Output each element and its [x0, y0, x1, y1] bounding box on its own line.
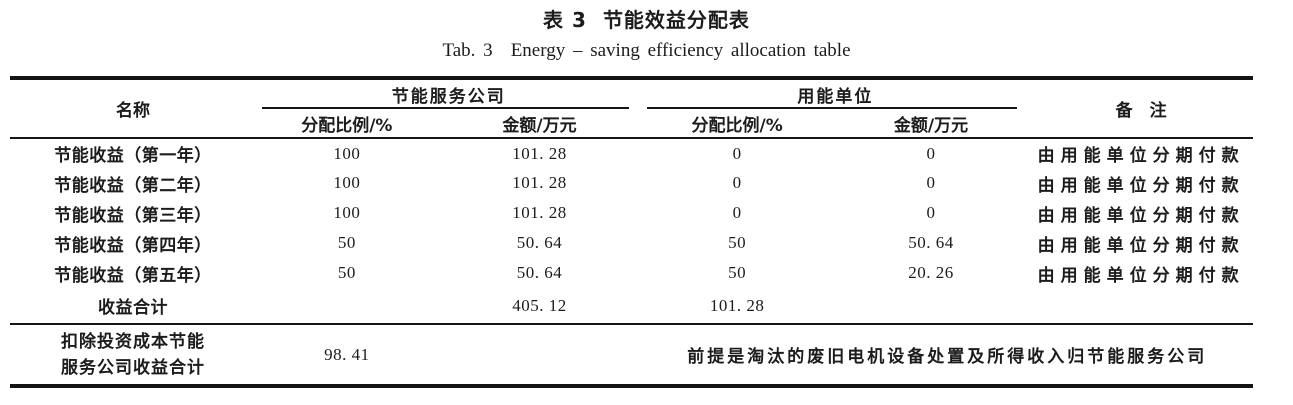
total-esco-amount-cell: 405. 12 — [512, 295, 567, 315]
table-caption-cn: 表 3 节能效益分配表 — [0, 8, 1293, 32]
user-amount-cell: 0 — [926, 143, 936, 163]
user-amount-cell: 20. 26 — [908, 263, 954, 282]
final-name-cell: 扣除投资成本节能 服务公司收益合计 — [10, 323, 257, 386]
table-title-en: Energy – saving efficiency allocation ta… — [510, 40, 851, 61]
header-user-ratio: 分配比例/% — [641, 109, 833, 139]
table-caption-en: Tab. 3 Energy – saving efficiency allocat… — [0, 39, 1293, 63]
header-user-group: 用能单位 — [641, 78, 1029, 109]
name-cell: 节能收益（第三年） — [54, 205, 212, 226]
name-cell: 节能收益（第二年） — [54, 175, 212, 196]
esco-amount-cell: 50. 64 — [516, 263, 563, 282]
table-row: 节能收益（第五年） 50 50. 64 50 20. 26 由用能单位分期付款 — [10, 258, 1253, 288]
empty-cell — [437, 323, 642, 386]
esco-ratio-cell: 50 — [337, 263, 356, 282]
remark-cell: 由用能单位分期付款 — [1037, 265, 1245, 286]
note-cell: 前提是淘汰的废旧电机设备处置及所得收入归节能服务公司 — [641, 323, 1253, 386]
table-number-en: Tab. 3 — [442, 40, 493, 61]
header-name: 名称 — [10, 78, 257, 139]
esco-ratio-cell: 100 — [333, 173, 361, 192]
remark-cell: 由用能单位分期付款 — [1037, 235, 1245, 256]
user-ratio-cell: 0 — [732, 173, 742, 192]
esco-amount-cell: 101. 28 — [512, 173, 567, 192]
user-amount-cell: 0 — [926, 173, 936, 192]
header-esco-ratio: 分配比例/% — [256, 109, 438, 139]
esco-ratio-cell: 50 — [337, 233, 356, 252]
esco-amount-cell: 101. 28 — [512, 203, 567, 222]
esco-amount-cell: 101. 28 — [512, 143, 567, 163]
name-cell: 节能收益（第五年） — [54, 265, 212, 286]
header-group-row: 名称 节能服务公司 用能单位 备 注 — [10, 78, 1253, 139]
table-title-cn: 节能效益分配表 — [602, 8, 750, 32]
user-ratio-cell: 0 — [732, 143, 742, 163]
empty-cell — [833, 288, 1029, 324]
total-user-ratio-cell: 101. 28 — [709, 295, 765, 315]
remark-cell: 由用能单位分期付款 — [1037, 146, 1245, 166]
empty-cell — [1029, 288, 1253, 324]
user-ratio-cell: 0 — [732, 203, 742, 222]
final-value-cell: 98. 41 — [256, 323, 438, 386]
header-esco-group: 节能服务公司 — [256, 78, 641, 109]
empty-cell — [256, 288, 437, 324]
header-remark: 备 注 — [1029, 78, 1253, 139]
user-amount-cell: 50. 64 — [908, 233, 954, 252]
final-name-line1: 扣除投资成本节能 — [61, 331, 206, 352]
remark-cell: 由用能单位分期付款 — [1037, 175, 1245, 196]
total-name-cell: 收益合计 — [98, 298, 169, 318]
header-user-amount: 金额/万元 — [832, 109, 1030, 139]
user-amount-cell: 0 — [926, 203, 936, 222]
final-name-line2: 服务公司收益合计 — [61, 357, 206, 378]
final-row: 扣除投资成本节能 服务公司收益合计 98. 41 前提是淘汰的废旧电机设备处置及… — [10, 323, 1253, 386]
name-cell: 节能收益（第一年） — [54, 146, 212, 166]
header-esco-amount: 金额/万元 — [437, 109, 642, 139]
table-row: 节能收益（第三年） 100 101. 28 0 0 由用能单位分期付款 — [10, 198, 1253, 228]
esco-amount-cell: 50. 64 — [516, 233, 563, 252]
user-ratio-cell: 50 — [728, 233, 747, 252]
remark-cell: 由用能单位分期付款 — [1037, 205, 1245, 226]
table-number-cn: 表 3 — [543, 8, 587, 32]
table-row: 节能收益（第一年） 100 101. 28 0 0 由用能单位分期付款 — [10, 138, 1253, 168]
name-cell: 节能收益（第四年） — [54, 235, 212, 256]
esco-ratio-cell: 100 — [333, 203, 361, 222]
allocation-table: 名称 节能服务公司 用能单位 备 注 分配比例/% 金额/万元 分配比例/% 金… — [10, 76, 1253, 388]
header-sub-row: 分配比例/% 金额/万元 分配比例/% 金额/万元 — [10, 109, 1253, 139]
esco-ratio-cell: 100 — [333, 143, 361, 163]
table-row: 节能收益（第二年） 100 101. 28 0 0 由用能单位分期付款 — [10, 168, 1253, 198]
table-row: 节能收益（第四年） 50 50. 64 50 50. 64 由用能单位分期付款 — [10, 228, 1253, 258]
user-ratio-cell: 50 — [728, 263, 747, 282]
total-row: 收益合计 405. 12 101. 28 — [10, 288, 1253, 324]
